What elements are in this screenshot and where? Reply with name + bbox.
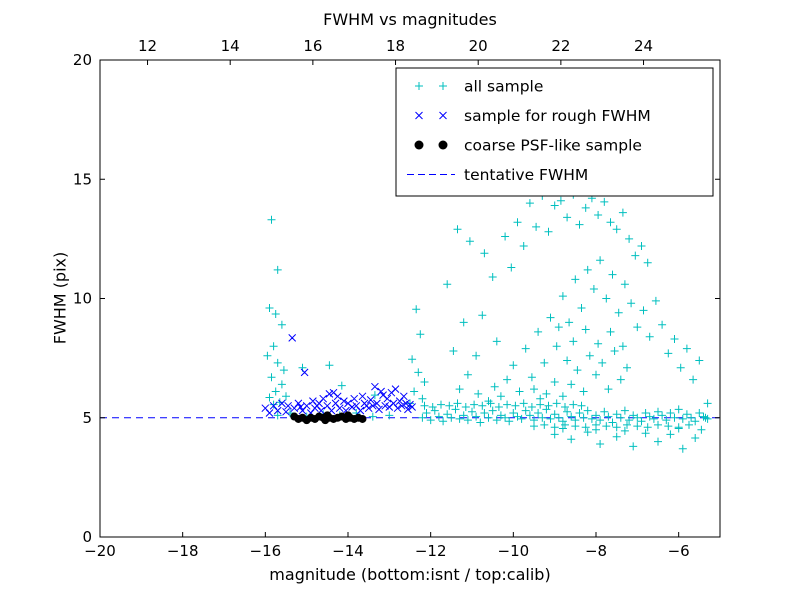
- svg-text:24: 24: [634, 37, 653, 55]
- svg-text:5: 5: [82, 409, 92, 427]
- svg-text:sample for rough FWHM: sample for rough FWHM: [464, 107, 651, 125]
- svg-text:15: 15: [73, 170, 92, 188]
- svg-text:all sample: all sample: [464, 78, 543, 96]
- svg-text:−6: −6: [668, 542, 690, 560]
- x-axis-label: magnitude (bottom:isnt / top:calib): [269, 565, 551, 584]
- svg-text:−12: −12: [415, 542, 447, 560]
- series-dot: [290, 411, 367, 425]
- svg-text:20: 20: [469, 37, 488, 55]
- series-x: [261, 334, 416, 417]
- svg-text:tentative FWHM: tentative FWHM: [464, 166, 588, 184]
- axis-ticks: −20 −18 −16 −14 −12 −10 −8 −6 12 14 16 18 20 22 24 0 5 10…: [73, 37, 720, 560]
- svg-text:−14: −14: [332, 542, 364, 560]
- svg-text:22: 22: [551, 37, 570, 55]
- svg-text:−10: −10: [498, 542, 530, 560]
- chart-title: FWHM vs magnitudes: [323, 10, 497, 29]
- svg-text:coarse PSF-like sample: coarse PSF-like sample: [464, 137, 642, 155]
- svg-text:0: 0: [82, 528, 92, 546]
- legend: all sample sample for rough FWHM coarse PS…: [395, 67, 714, 197]
- svg-text:18: 18: [386, 37, 405, 55]
- svg-text:10: 10: [73, 290, 92, 308]
- svg-text:16: 16: [303, 37, 322, 55]
- svg-text:14: 14: [221, 37, 240, 55]
- svg-text:−16: −16: [250, 542, 282, 560]
- svg-text:−8: −8: [585, 542, 607, 560]
- svg-text:12: 12: [138, 37, 157, 55]
- svg-text:−20: −20: [84, 542, 116, 560]
- svg-text:−18: −18: [167, 542, 199, 560]
- series-plus: [263, 190, 712, 453]
- svg-text:20: 20: [73, 51, 92, 69]
